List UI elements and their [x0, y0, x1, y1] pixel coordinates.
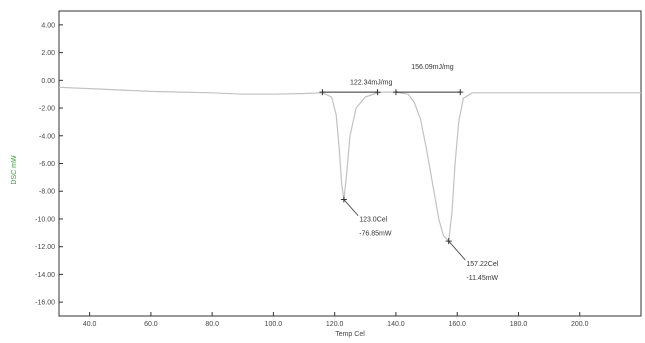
y-axis-title: DSC mW — [11, 155, 18, 185]
series-layer — [58, 86, 641, 242]
y-tick-label: -8.00 — [39, 189, 55, 196]
peak-leader-line — [448, 240, 466, 261]
y-tick-label: -2.00 — [39, 106, 55, 113]
x-tick-label: 40.0 — [83, 321, 97, 328]
y-tick-label: -10.00 — [35, 216, 55, 223]
marker-layer — [340, 196, 466, 261]
annotation-label: 156.09mJ/mg — [411, 64, 454, 71]
x-tick-label: 180.0 — [510, 321, 528, 328]
annotation-label: 123.0Cel — [359, 217, 387, 224]
baseline-end-marker — [457, 89, 464, 96]
peak-marker — [445, 238, 452, 245]
x-tick-label: 120.0 — [326, 321, 344, 328]
peak-leader-line — [343, 199, 359, 216]
peak-marker — [340, 196, 347, 203]
x-tick-label: 140.0 — [387, 321, 405, 328]
annotation-label: -76.85mW — [359, 231, 392, 238]
plot-frame — [58, 10, 642, 317]
annotation-layer: 122.34mJ/mg 156.09mJ/mg 123.0Cel -76.85mW 15… — [350, 64, 499, 282]
y-tick-label: 0.00 — [41, 78, 55, 85]
y-tick-label: -14.00 — [35, 272, 55, 279]
x-axis: 40.0 60.0 80.0 100.0 120.0 140.0 160.0 180.0 200… — [83, 312, 589, 328]
y-tick-label: -6.00 — [39, 161, 55, 168]
y-axis: 4.00 2.00 0.00 -2.00 -4.00 -6.00 -8.00 -10.00 -1… — [35, 22, 63, 307]
y-tick-label: 2.00 — [41, 50, 55, 57]
x-tick-label: 80.0 — [205, 321, 219, 328]
dsc-curve — [58, 86, 641, 242]
baseline-end-marker — [392, 89, 399, 96]
baseline-layer — [319, 89, 464, 96]
x-tick-label: 200.0 — [571, 321, 589, 328]
annotation-label: -11.45mW — [466, 275, 498, 282]
x-tick-label: 60.0 — [144, 321, 158, 328]
baseline-end-marker — [319, 89, 326, 96]
baseline-end-marker — [374, 89, 381, 96]
y-tick-label: 4.00 — [41, 22, 55, 29]
annotation-label: 157.22Cel — [466, 261, 498, 268]
x-tick-label: 100.0 — [265, 321, 283, 328]
y-tick-label: -4.00 — [39, 133, 55, 140]
y-tick-label: -16.00 — [35, 300, 55, 307]
x-axis-title: Temp Cel — [335, 331, 365, 338]
y-tick-label: -12.00 — [35, 244, 55, 251]
annotation-label: 122.34mJ/mg — [350, 79, 393, 86]
x-tick-label: 160.0 — [448, 321, 466, 328]
